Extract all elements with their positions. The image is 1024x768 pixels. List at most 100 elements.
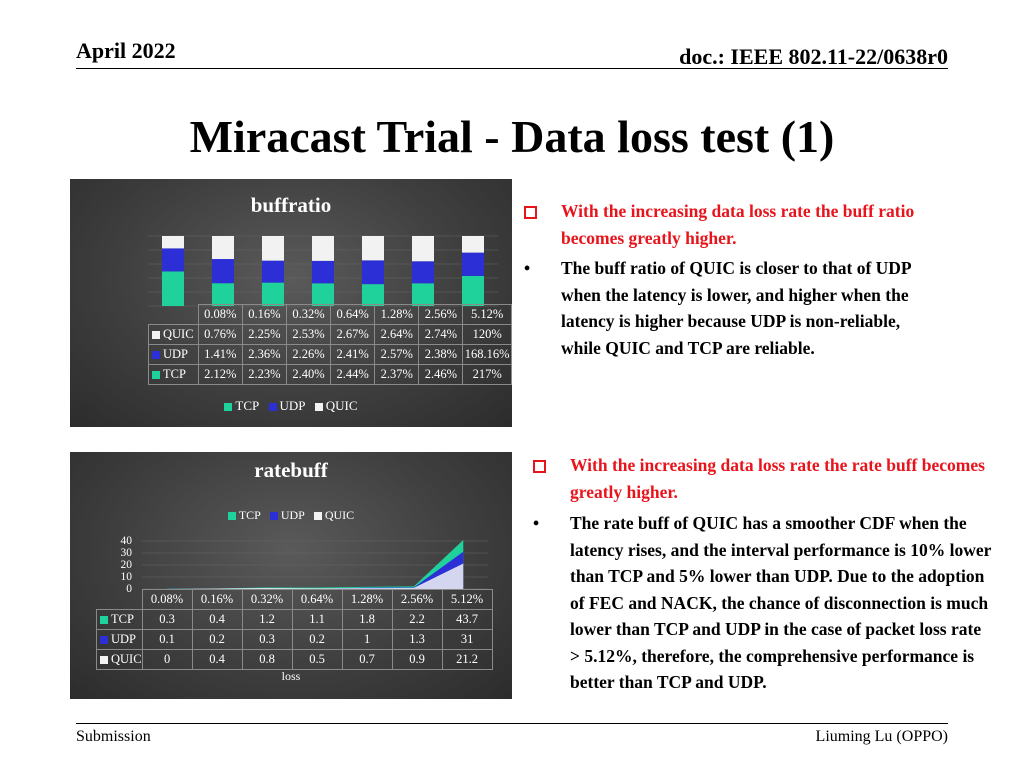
table-cell: 1.1 xyxy=(291,609,343,630)
chart-title: ratebuff xyxy=(254,458,328,482)
table-cell: 0.5 xyxy=(291,649,343,670)
bullet-item: With the increasing data loss rate the r… xyxy=(533,452,995,505)
bullet-text: The buff ratio of QUIC is closer to that… xyxy=(561,258,911,358)
table-category: 5.12% xyxy=(441,589,493,610)
table-cell: 217% xyxy=(462,364,512,385)
table-cell: 1.3 xyxy=(391,629,443,650)
table-cell: 1.8 xyxy=(341,609,393,630)
table-cell: 1.41% xyxy=(197,344,243,365)
table-cell: 0.76% xyxy=(197,324,243,345)
table-corner xyxy=(148,304,199,325)
bullet-item: With the increasing data loss rate the b… xyxy=(524,198,944,251)
table-cell: 0.2 xyxy=(291,629,343,650)
y-tick-label: 10 xyxy=(120,571,133,583)
table-cell: 2.26% xyxy=(285,344,332,365)
bar-quic xyxy=(412,236,434,262)
table-cell: 2.64% xyxy=(374,324,420,345)
table-row: QUIC 0 0.4 0.8 0.5 0.7 0.9 21.2 xyxy=(96,649,493,670)
table-cell: 2.74% xyxy=(418,324,464,345)
buffratio-chart: buffratio 0.08% 0.16% 0.32% 0.64% 1.28% … xyxy=(70,179,512,427)
legend-item-udp: UDP xyxy=(268,398,306,413)
table-category: 0.64% xyxy=(291,589,343,610)
dot-bullet-icon: • xyxy=(524,258,531,278)
table-cell: 2.53% xyxy=(285,324,332,345)
bullet-item: • The buff ratio of QUIC is closer to th… xyxy=(524,255,944,361)
bar-quic xyxy=(312,236,334,261)
y-tick-label: 20 xyxy=(120,559,133,571)
bar-tcp xyxy=(162,271,184,306)
table-cell: 0.8 xyxy=(241,649,293,670)
x-axis-label: loss xyxy=(281,669,301,683)
dot-bullet-icon: • xyxy=(533,513,540,533)
table-category: 0.16% xyxy=(191,589,243,610)
table-row: TCP 2.12% 2.23% 2.40% 2.44% 2.37% 2.46% … xyxy=(148,364,512,385)
table-row: TCP 0.3 0.4 1.2 1.1 1.8 2.2 43.7 xyxy=(96,609,493,630)
table-cell: 2.2 xyxy=(391,609,443,630)
legend-item-udp: UDP xyxy=(269,508,305,522)
series-label: UDP xyxy=(148,344,199,365)
area-tcp xyxy=(166,540,464,589)
header-rule xyxy=(76,68,948,69)
table-category: 0.32% xyxy=(241,589,293,610)
table-cell: 2.23% xyxy=(241,364,287,385)
footer-rule xyxy=(76,723,948,724)
table-cell: 0.4 xyxy=(191,609,243,630)
table-cell: 0.7 xyxy=(341,649,393,670)
table-cell: 2.12% xyxy=(197,364,243,385)
bar-udp xyxy=(462,252,484,276)
quic-swatch xyxy=(100,656,108,665)
header-date: April 2022 xyxy=(76,38,176,63)
table-cell: 1.2 xyxy=(241,609,293,630)
tcp-swatch xyxy=(152,371,160,380)
bullet-text: The rate buff of QUIC has a smoother CDF… xyxy=(570,513,992,692)
bar-tcp xyxy=(262,282,284,306)
table-cell: 2.67% xyxy=(330,324,376,345)
square-bullet-icon xyxy=(524,198,537,227)
udp-swatch xyxy=(152,351,160,360)
header-doc-id: doc.: IEEE 802.11-22/0638r0 xyxy=(679,44,948,69)
series-label: TCP xyxy=(96,609,143,630)
table-category: 0.64% xyxy=(330,304,376,325)
bar-tcp xyxy=(212,283,234,306)
bar-quic xyxy=(362,236,384,261)
table-cell: 168.16% xyxy=(462,344,512,365)
table-cell: 2.38% xyxy=(418,344,464,365)
table-cell: 2.57% xyxy=(374,344,420,365)
footer-author: Liuming Lu (OPPO) xyxy=(815,728,948,745)
table-category: 2.56% xyxy=(418,304,464,325)
y-tick-label: 30 xyxy=(120,547,133,559)
table-cell: 0.2 xyxy=(191,629,243,650)
table-cell: 1 xyxy=(341,629,393,650)
table-cell: 2.41% xyxy=(330,344,376,365)
bar-udp xyxy=(262,260,284,283)
bar-quic xyxy=(462,236,484,253)
legend-item-tcp: TCP xyxy=(227,508,261,522)
bar-quic xyxy=(162,236,184,249)
tcp-swatch xyxy=(100,616,108,625)
square-bullet-icon xyxy=(533,452,546,481)
table-cell: 21.2 xyxy=(441,649,493,670)
bar-quic xyxy=(212,236,234,260)
table-cell: 0.1 xyxy=(141,629,193,650)
bullet-text: With the increasing data loss rate the b… xyxy=(561,201,915,248)
bar-tcp xyxy=(412,283,434,306)
table-cell: 31 xyxy=(441,629,493,650)
slide-title: Miracast Trial - Data loss test (1) xyxy=(189,111,835,162)
table-cell: 2.36% xyxy=(241,344,287,365)
table-cell: 43.7 xyxy=(441,609,493,630)
buffratio-data-table: 0.08% 0.16% 0.32% 0.64% 1.28% 2.56% 5.12… xyxy=(148,304,512,385)
ratebuff-chart: ratebuff TCP UDP QUIC 40 30 20 10 0 0.08… xyxy=(70,452,512,699)
series-label: UDP xyxy=(96,629,143,650)
legend-item-tcp: TCP xyxy=(224,398,259,413)
series-label: QUIC xyxy=(96,649,143,670)
area-quic xyxy=(166,563,464,589)
ratebuff-data-table: 0.08% 0.16% 0.32% 0.64% 1.28% 2.56% 5.12… xyxy=(96,589,493,670)
table-category: 1.28% xyxy=(374,304,420,325)
legend-item-quic: QUIC xyxy=(313,508,354,522)
bar-tcp xyxy=(462,275,484,306)
bar-quic xyxy=(262,236,284,261)
table-row: UDP 1.41% 2.36% 2.26% 2.41% 2.57% 2.38% … xyxy=(148,344,512,365)
table-cell: 120% xyxy=(462,324,512,345)
bullet-text: With the increasing data loss rate the r… xyxy=(570,455,985,502)
bar-udp xyxy=(312,260,334,284)
